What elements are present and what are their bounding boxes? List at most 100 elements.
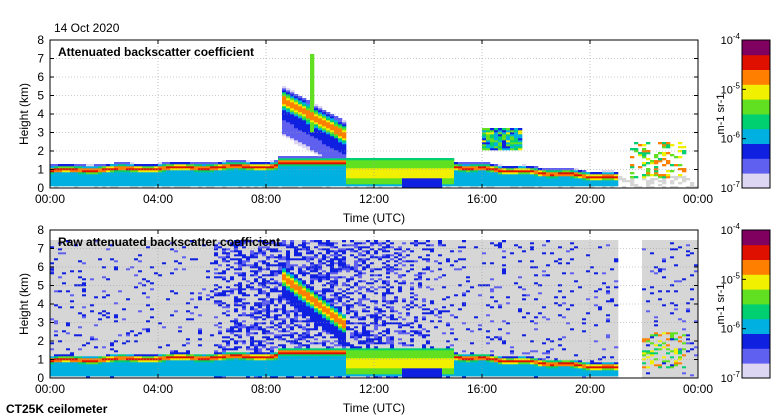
- heat-cell: [86, 336, 91, 339]
- heat-cell: [182, 354, 187, 357]
- heat-cell: [350, 166, 355, 169]
- heat-cell: [126, 360, 131, 363]
- heat-cell: [126, 322, 131, 325]
- heat-cell: [186, 250, 191, 253]
- heat-cell: [338, 154, 343, 157]
- heat-cell: [498, 136, 503, 139]
- heat-cell: [102, 262, 107, 265]
- heat-cell: [398, 176, 403, 179]
- heat-cell: [114, 298, 119, 301]
- heat-cell: [538, 176, 543, 179]
- heat-cell: [98, 332, 103, 335]
- heat-cell: [186, 276, 191, 279]
- heat-cell: [102, 328, 107, 331]
- heat-cell: [158, 376, 163, 379]
- heat-cell: [154, 294, 159, 297]
- heat-cell: [122, 324, 127, 327]
- heat-cell: [594, 174, 599, 177]
- heat-cell: [126, 320, 131, 323]
- heat-cell: [426, 180, 431, 183]
- heat-cell: [482, 146, 487, 149]
- heat-cell: [138, 296, 143, 299]
- heat-cell: [294, 106, 299, 109]
- heat-cell: [594, 184, 599, 187]
- heat-cell: [50, 328, 55, 331]
- heat-cell: [562, 172, 567, 175]
- heat-cell: [166, 330, 171, 333]
- heat-cell: [122, 262, 127, 265]
- heat-cell: [502, 180, 507, 183]
- heat-cell: [98, 268, 103, 271]
- heat-cell: [282, 88, 287, 91]
- heat-cell: [50, 248, 55, 251]
- heat-cell: [98, 302, 103, 305]
- heat-cell: [250, 164, 255, 167]
- heat-cell: [302, 186, 307, 189]
- heat-cell: [98, 182, 103, 185]
- heat-cell: [330, 142, 335, 145]
- heat-cell: [570, 174, 575, 177]
- heat-cell: [62, 312, 67, 315]
- heat-cell: [78, 366, 83, 369]
- heat-cell: [134, 310, 139, 313]
- heat-cell: [158, 248, 163, 251]
- heat-cell: [106, 262, 111, 265]
- heat-cell: [510, 142, 515, 145]
- heat-cell: [310, 164, 315, 167]
- heat-cell: [490, 142, 495, 145]
- heat-cell: [134, 372, 139, 375]
- heat-cell: [526, 170, 531, 173]
- heat-cell: [110, 334, 115, 337]
- heat-cell: [306, 176, 311, 179]
- heat-cell: [538, 184, 543, 187]
- heat-cell: [190, 348, 195, 351]
- heat-cell: [294, 98, 299, 101]
- heat-cell: [426, 172, 431, 175]
- heat-cell: [162, 306, 167, 309]
- heat-cell: [306, 138, 311, 141]
- heat-cell: [146, 344, 151, 347]
- heat-cell: [58, 288, 63, 291]
- heat-cell: [222, 178, 227, 181]
- heat-cell: [502, 184, 507, 187]
- heat-cell: [550, 176, 555, 179]
- heat-cell: [310, 184, 315, 187]
- heat-cell: [50, 348, 55, 351]
- heat-cell: [66, 328, 71, 331]
- heat-cell: [246, 180, 251, 183]
- heat-cell: [158, 304, 163, 307]
- heat-cell: [322, 156, 327, 159]
- heat-cell: [174, 324, 179, 327]
- heat-cell: [430, 186, 435, 189]
- heat-cell: [466, 184, 471, 187]
- heat-cell: [254, 164, 259, 167]
- heat-cell: [306, 158, 311, 161]
- heat-cell: [54, 290, 59, 293]
- heat-cell: [402, 168, 407, 171]
- heat-cell: [94, 176, 99, 179]
- heat-cell: [514, 130, 519, 133]
- heat-cell: [146, 260, 151, 263]
- heat-cell: [510, 176, 515, 179]
- heat-cell: [118, 322, 123, 325]
- heat-cell: [174, 244, 179, 247]
- heat-cell: [158, 338, 163, 341]
- heat-cell: [302, 168, 307, 171]
- heat-cell: [410, 172, 415, 175]
- heat-cell: [54, 186, 59, 189]
- heat-cell: [166, 318, 171, 321]
- heat-cell: [514, 138, 519, 141]
- heat-cell: [98, 354, 103, 357]
- heat-cell: [102, 256, 107, 259]
- heat-cell: [286, 156, 291, 159]
- heat-cell: [218, 182, 223, 185]
- heat-cell: [642, 152, 647, 155]
- heat-cell: [78, 362, 83, 365]
- heat-cell: [446, 166, 451, 169]
- heat-cell: [166, 346, 171, 349]
- heat-cell: [154, 168, 159, 171]
- heat-cell: [334, 182, 339, 185]
- heat-cell: [114, 372, 119, 375]
- heat-cell: [226, 162, 231, 165]
- heat-cell: [118, 354, 123, 357]
